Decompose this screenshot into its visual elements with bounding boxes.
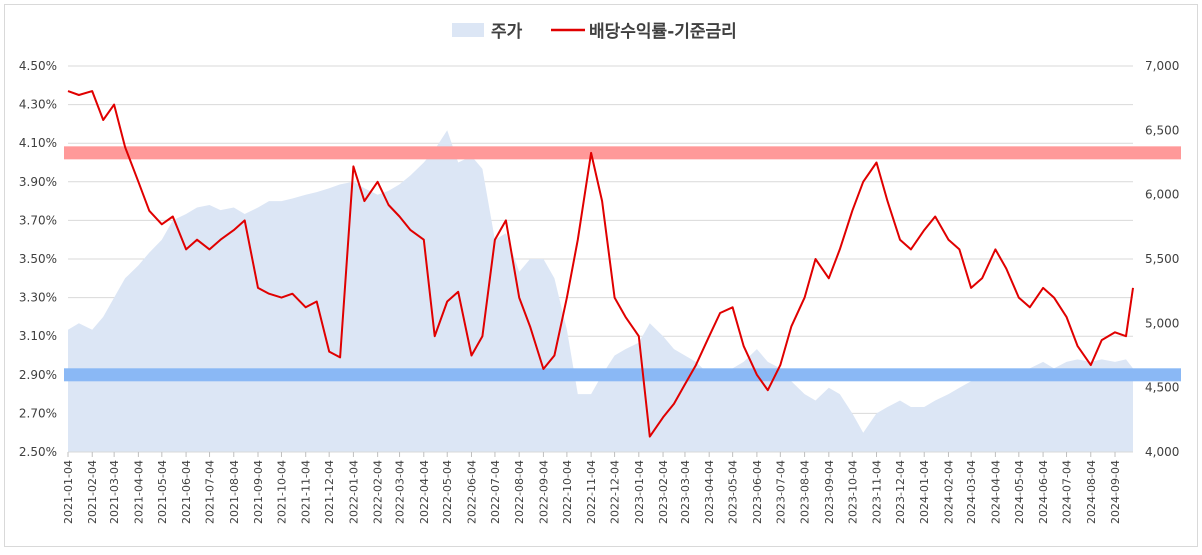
x-tick-label: 2022-02-04 — [372, 460, 385, 524]
y-left-tick-label: 3.50% — [19, 252, 57, 266]
x-tick-label: 2021-07-04 — [204, 460, 217, 524]
x-tick-label: 2022-06-04 — [465, 460, 478, 524]
x-tick-label: 2022-01-04 — [347, 460, 360, 524]
spread-line — [67, 90, 1134, 438]
y-left-tick-label: 3.10% — [19, 329, 57, 343]
legend-swatch-price — [452, 23, 484, 37]
x-tick-label: 2021-11-04 — [300, 460, 313, 524]
x-tick-label: 2024-01-04 — [918, 460, 931, 524]
y-right-tick-label: 6,500 — [1145, 123, 1179, 137]
x-tick-label: 2023-12-04 — [894, 460, 907, 524]
x-tick-label: 2024-06-04 — [1037, 460, 1050, 524]
x-tick-label: 2021-01-04 — [62, 460, 75, 524]
x-tick-label: 2024-04-04 — [989, 460, 1002, 524]
bands-layer — [64, 146, 1181, 382]
x-tick-label: 2021-09-04 — [252, 460, 265, 524]
x-tick-label: 2023-02-04 — [657, 460, 670, 524]
y-right-tick-label: 5,000 — [1145, 316, 1179, 330]
x-tick-label: 2022-05-04 — [441, 460, 454, 524]
x-tick-label: 2024-03-04 — [965, 460, 978, 524]
x-tick-label: 2023-06-04 — [751, 460, 764, 524]
y-right-tick-label: 4,500 — [1145, 381, 1179, 395]
x-tick-label: 2023-01-04 — [633, 460, 646, 524]
x-tick-label: 2023-08-04 — [799, 460, 812, 524]
legend-label-spread: 배당수익률-기준금리 — [589, 22, 737, 42]
y-right-tick-label: 5,500 — [1145, 252, 1179, 266]
x-tick-label: 2023-11-04 — [871, 460, 884, 524]
x-tick-label: 2022-03-04 — [394, 460, 407, 524]
x-tick-label: 2023-09-04 — [823, 460, 836, 524]
lower-band — [64, 368, 1181, 382]
y-left-tick-label: 2.50% — [19, 445, 57, 459]
x-tick-label: 2021-03-04 — [108, 460, 121, 524]
x-tick-label: 2024-02-04 — [942, 460, 955, 524]
x-tick-label: 2021-10-04 — [275, 460, 288, 524]
x-tick-label: 2023-04-04 — [703, 460, 716, 524]
x-tick-label: 2022-12-04 — [609, 460, 622, 524]
x-tick-label: 2024-05-04 — [1013, 460, 1026, 524]
legend-label-price: 주가 — [491, 22, 523, 42]
y-left-tick-label: 3.30% — [19, 291, 57, 305]
x-tick-label: 2021-08-04 — [228, 460, 241, 524]
y-left-tick-label: 2.70% — [19, 406, 57, 420]
y-axis-left: 4.50% 4.30% 4.10% 3.90% 3.70% 3.50% 3.30% 3.10%… — [19, 59, 57, 459]
x-tick-label: 2021-12-04 — [323, 460, 336, 524]
x-tick-label: 2021-02-04 — [86, 460, 99, 524]
legend: 주가 배당수익률-기준금리 — [452, 22, 737, 42]
x-tick-label: 2022-09-04 — [537, 460, 550, 524]
x-tick-label: 2021-05-04 — [156, 460, 169, 524]
x-axis: 2021-01-04 2021-02-04 2021-03-04 2021-04-04… — [62, 451, 1133, 524]
y-left-tick-label: 4.10% — [19, 136, 57, 150]
x-tick-label: 2022-07-04 — [489, 460, 502, 524]
y-right-tick-label: 7,000 — [1145, 59, 1179, 73]
y-left-tick-label: 2.90% — [19, 368, 57, 382]
x-tick-label: 2023-07-04 — [774, 460, 787, 524]
y-right-tick-label: 6,000 — [1145, 188, 1179, 202]
spread-line-layer — [67, 90, 1134, 438]
y-left-tick-label: 4.30% — [19, 98, 57, 112]
x-tick-label: 2022-11-04 — [585, 460, 598, 524]
x-tick-label: 2021-06-04 — [180, 460, 193, 524]
x-tick-label: 2023-10-04 — [846, 460, 859, 524]
x-tick-label: 2022-04-04 — [418, 460, 431, 524]
x-tick-label: 2023-05-04 — [727, 460, 740, 524]
y-axis-right: 7,000 6,500 6,000 5,500 5,000 4,500 4,000 — [1145, 59, 1179, 459]
y-left-tick-label: 3.70% — [19, 213, 57, 227]
x-tick-label: 2022-08-04 — [513, 460, 526, 524]
x-tick-label: 2024-08-04 — [1085, 460, 1098, 524]
y-left-tick-label: 4.50% — [19, 59, 57, 73]
x-tick-label: 2024-07-04 — [1061, 460, 1074, 524]
x-tick-label: 2023-03-04 — [679, 460, 692, 524]
x-tick-label: 2022-10-04 — [561, 460, 574, 524]
x-tick-label: 2024-09-04 — [1109, 460, 1122, 524]
y-right-tick-label: 4,000 — [1145, 445, 1179, 459]
x-tick-label: 2021-04-04 — [132, 460, 145, 524]
upper-band — [64, 146, 1181, 160]
y-left-tick-label: 3.90% — [19, 175, 57, 189]
